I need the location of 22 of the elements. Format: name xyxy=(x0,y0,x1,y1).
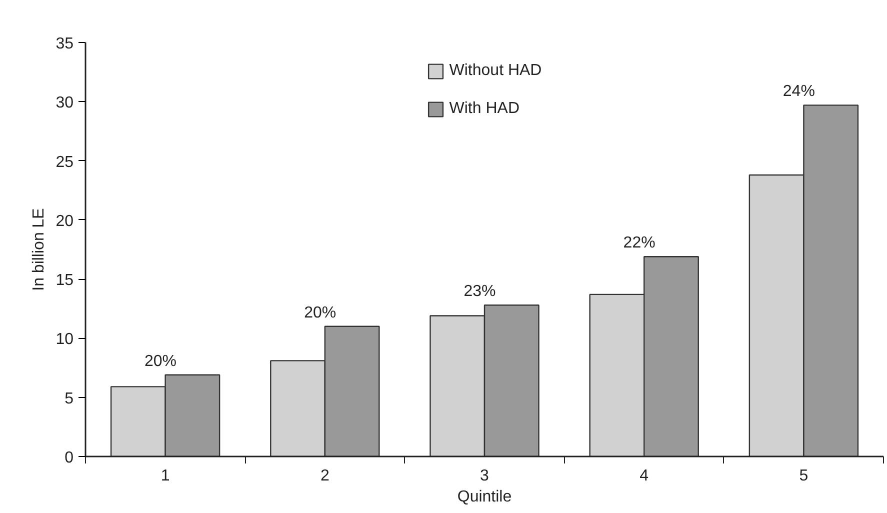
annotation: 20% xyxy=(304,304,336,322)
y-tick-label: 15 xyxy=(56,272,74,290)
y-tick-label: 25 xyxy=(56,154,74,171)
x-axis-title: Quintile xyxy=(457,488,512,506)
y-tick-label: 35 xyxy=(56,36,74,52)
legend-label: Without HAD xyxy=(449,62,542,80)
y-tick-label: 5 xyxy=(64,390,74,408)
y-tick-label: 10 xyxy=(56,331,74,348)
y-axis-title: In billion LE xyxy=(30,208,48,291)
legend-label: With HAD xyxy=(449,100,520,118)
y-tick-label: 0 xyxy=(64,450,74,466)
x-tick-label: 3 xyxy=(480,468,490,484)
x-tick-label: 2 xyxy=(320,468,330,484)
annotation: 20% xyxy=(144,352,177,370)
annotation: 23% xyxy=(464,283,496,300)
y-tick-label: 30 xyxy=(56,94,74,112)
x-tick-label: 1 xyxy=(160,468,170,484)
annotation: 22% xyxy=(623,234,656,252)
annotation: 24% xyxy=(782,83,815,100)
x-tick-label: 4 xyxy=(640,468,649,484)
x-tick-label: 5 xyxy=(799,468,808,484)
y-tick-label: 20 xyxy=(56,212,74,230)
